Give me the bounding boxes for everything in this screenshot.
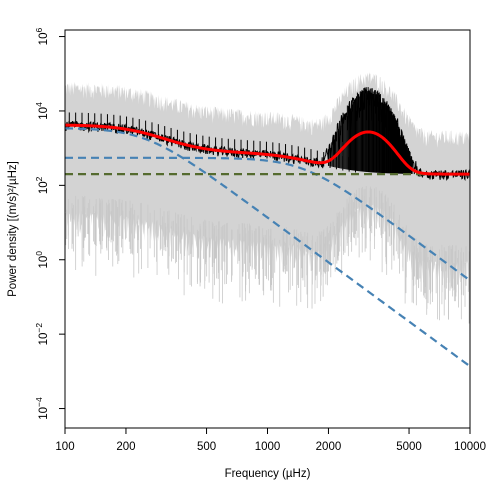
y-axis-title: Power density [(m/s)²/µHz]: [7, 161, 19, 297]
x-axis-title: Frequency (µHz): [225, 468, 311, 480]
y-tick-label: 102: [34, 176, 50, 194]
y-tick-label: 100: [34, 251, 50, 269]
x-tick-label: 200: [116, 441, 135, 453]
x-tick-label: 2000: [316, 441, 342, 453]
x-tick-label: 500: [197, 441, 216, 453]
x-axis: 100 200 500 1000 2000 5000 10000: [55, 428, 486, 453]
granulation-2-line: [65, 156, 470, 282]
x-tick-label: 10000: [454, 441, 486, 453]
raw-spectrum-spikes: [65, 186, 470, 324]
y-tick-label: 10−4: [34, 397, 50, 420]
y-tick-label: 10−2: [34, 323, 50, 346]
y-tick-label: 106: [34, 28, 50, 46]
raw-spectrum-band: [65, 72, 470, 283]
background-fit-line: [65, 123, 470, 176]
granulation-1-line: [65, 127, 470, 368]
x-tick-label: 100: [55, 441, 74, 453]
x-tick-label: 5000: [396, 441, 422, 453]
y-tick-label: 104: [34, 102, 50, 120]
plot-area: [65, 72, 470, 368]
x-tick-label: 1000: [255, 441, 281, 453]
y-axis: 10−4 10−2 100 102 104 106: [34, 28, 65, 420]
